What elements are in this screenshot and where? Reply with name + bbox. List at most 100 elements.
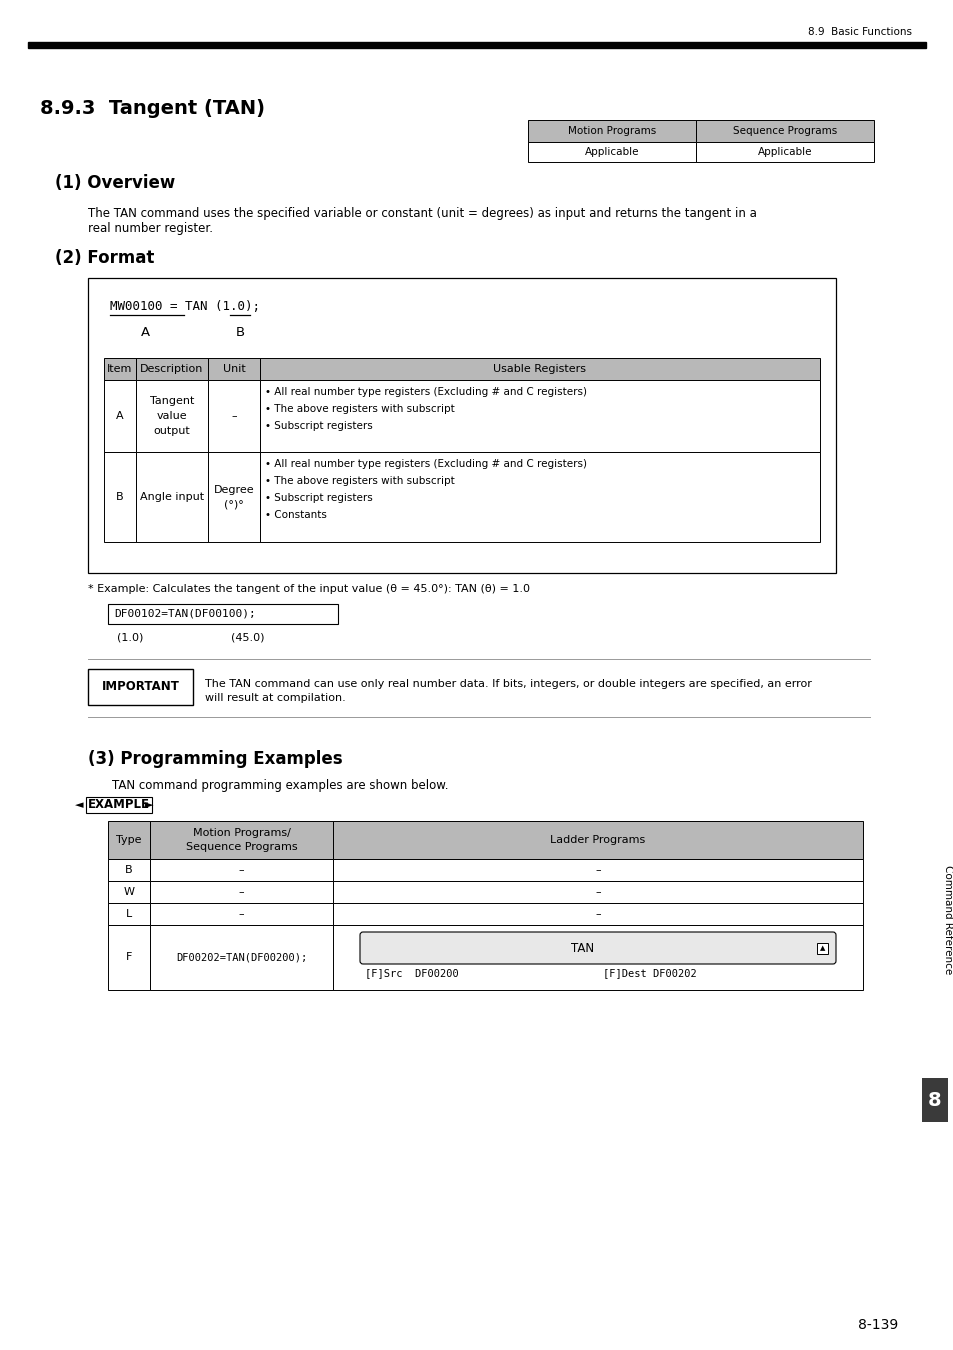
Text: • All real number type registers (Excluding # and C registers): • All real number type registers (Exclud… [265,459,586,468]
Text: [F]Src  DF00200: [F]Src DF00200 [365,968,458,977]
Bar [150,903,333,925]
Text: ◄: ◄ [75,801,84,810]
Bar [527,142,696,162]
Bar [696,142,873,162]
Bar [108,882,150,903]
Text: 8: 8 [927,1091,941,1110]
Text: The TAN command can use only real number data. If bits, integers, or double inte: The TAN command can use only real number… [205,679,811,688]
Text: B: B [235,325,244,339]
Bar [136,379,208,452]
Text: (1) Overview: (1) Overview [55,174,175,192]
Bar [333,859,862,882]
Bar [333,882,862,903]
Text: Angle input: Angle input [140,491,204,502]
Text: 8-139: 8-139 [857,1318,897,1332]
Bar [104,358,136,379]
Text: B: B [125,865,132,875]
Text: –: – [595,887,600,896]
Bar [108,603,337,624]
Bar [108,821,150,859]
Text: –: – [595,909,600,919]
Text: ►: ► [145,801,153,810]
Bar [104,379,136,452]
Text: B: B [116,491,124,502]
Bar [816,942,827,953]
Text: (45.0): (45.0) [231,632,265,643]
Text: MW00100 = TAN (1.0);: MW00100 = TAN (1.0); [110,300,260,312]
Text: (1.0): (1.0) [116,632,143,643]
Text: Degree
(°)°: Degree (°)° [213,485,254,509]
Bar [260,452,820,541]
Text: • Subscript registers: • Subscript registers [265,493,373,504]
Bar [88,278,835,572]
Text: [F]Dest DF00202: [F]Dest DF00202 [602,968,696,977]
Text: F: F [126,953,132,963]
Text: • Constants: • Constants [265,510,327,520]
Bar [208,379,260,452]
Text: Applicable: Applicable [584,147,639,157]
Bar [88,670,193,705]
Bar [150,882,333,903]
Bar [136,358,208,379]
Text: Type: Type [116,836,142,845]
Text: will result at compilation.: will result at compilation. [205,693,345,703]
Text: Description: Description [140,364,204,374]
Bar [28,42,925,49]
Text: IMPORTANT: IMPORTANT [101,680,179,694]
Text: ▲: ▲ [819,945,824,950]
Bar [260,379,820,452]
Text: • The above registers with subscript: • The above registers with subscript [265,404,455,414]
Bar [108,859,150,882]
FancyBboxPatch shape [359,931,835,964]
Text: Motion Programs: Motion Programs [567,126,656,136]
Text: Command Reference: Command Reference [942,865,952,975]
Text: Usable Registers: Usable Registers [493,364,586,374]
Text: * Example: Calculates the tangent of the input value (θ = 45.0°): TAN (θ) = 1.0: * Example: Calculates the tangent of the… [88,585,530,594]
Text: 8.9.3  Tangent (TAN): 8.9.3 Tangent (TAN) [40,99,265,117]
Text: TAN command programming examples are shown below.: TAN command programming examples are sho… [112,779,448,791]
Bar [527,120,696,142]
Bar [921,1079,947,1122]
Text: • Subscript registers: • Subscript registers [265,421,373,431]
Text: A: A [140,325,150,339]
Text: TAN: TAN [571,941,594,954]
Text: DF00102=TAN(DF00100);: DF00102=TAN(DF00100); [113,609,255,620]
Bar [104,452,136,541]
Bar [333,903,862,925]
Text: • All real number type registers (Excluding # and C registers): • All real number type registers (Exclud… [265,387,586,397]
Text: Item: Item [107,364,132,374]
Text: Sequence Programs: Sequence Programs [732,126,836,136]
Text: Unit: Unit [222,364,245,374]
Text: Applicable: Applicable [757,147,811,157]
Bar [108,925,150,990]
Text: Tangent
value
output: Tangent value output [150,396,194,436]
Bar [150,821,333,859]
Text: –: – [238,865,244,875]
Text: –: – [238,887,244,896]
Bar [208,452,260,541]
Text: –: – [238,909,244,919]
Text: (3) Programming Examples: (3) Programming Examples [88,751,342,768]
Bar [333,821,862,859]
Text: A: A [116,410,124,421]
Text: (2) Format: (2) Format [55,248,154,267]
Text: W: W [123,887,134,896]
Text: DF00202=TAN(DF00200);: DF00202=TAN(DF00200); [175,953,307,963]
Bar [150,925,333,990]
Bar [333,925,862,990]
Text: Ladder Programs: Ladder Programs [550,836,645,845]
Text: The TAN command uses the specified variable or constant (unit = degrees) as inpu: The TAN command uses the specified varia… [88,207,756,220]
Bar [150,859,333,882]
Text: 8.9  Basic Functions: 8.9 Basic Functions [807,27,911,36]
Bar [108,903,150,925]
Bar [260,358,820,379]
Text: –: – [595,865,600,875]
Bar [208,358,260,379]
Text: Motion Programs/
Sequence Programs: Motion Programs/ Sequence Programs [186,828,297,852]
Text: EXAMPLE: EXAMPLE [88,798,150,811]
Bar [136,452,208,541]
Text: L: L [126,909,132,919]
Text: –: – [231,410,236,421]
Text: real number register.: real number register. [88,221,213,235]
Text: • The above registers with subscript: • The above registers with subscript [265,477,455,486]
